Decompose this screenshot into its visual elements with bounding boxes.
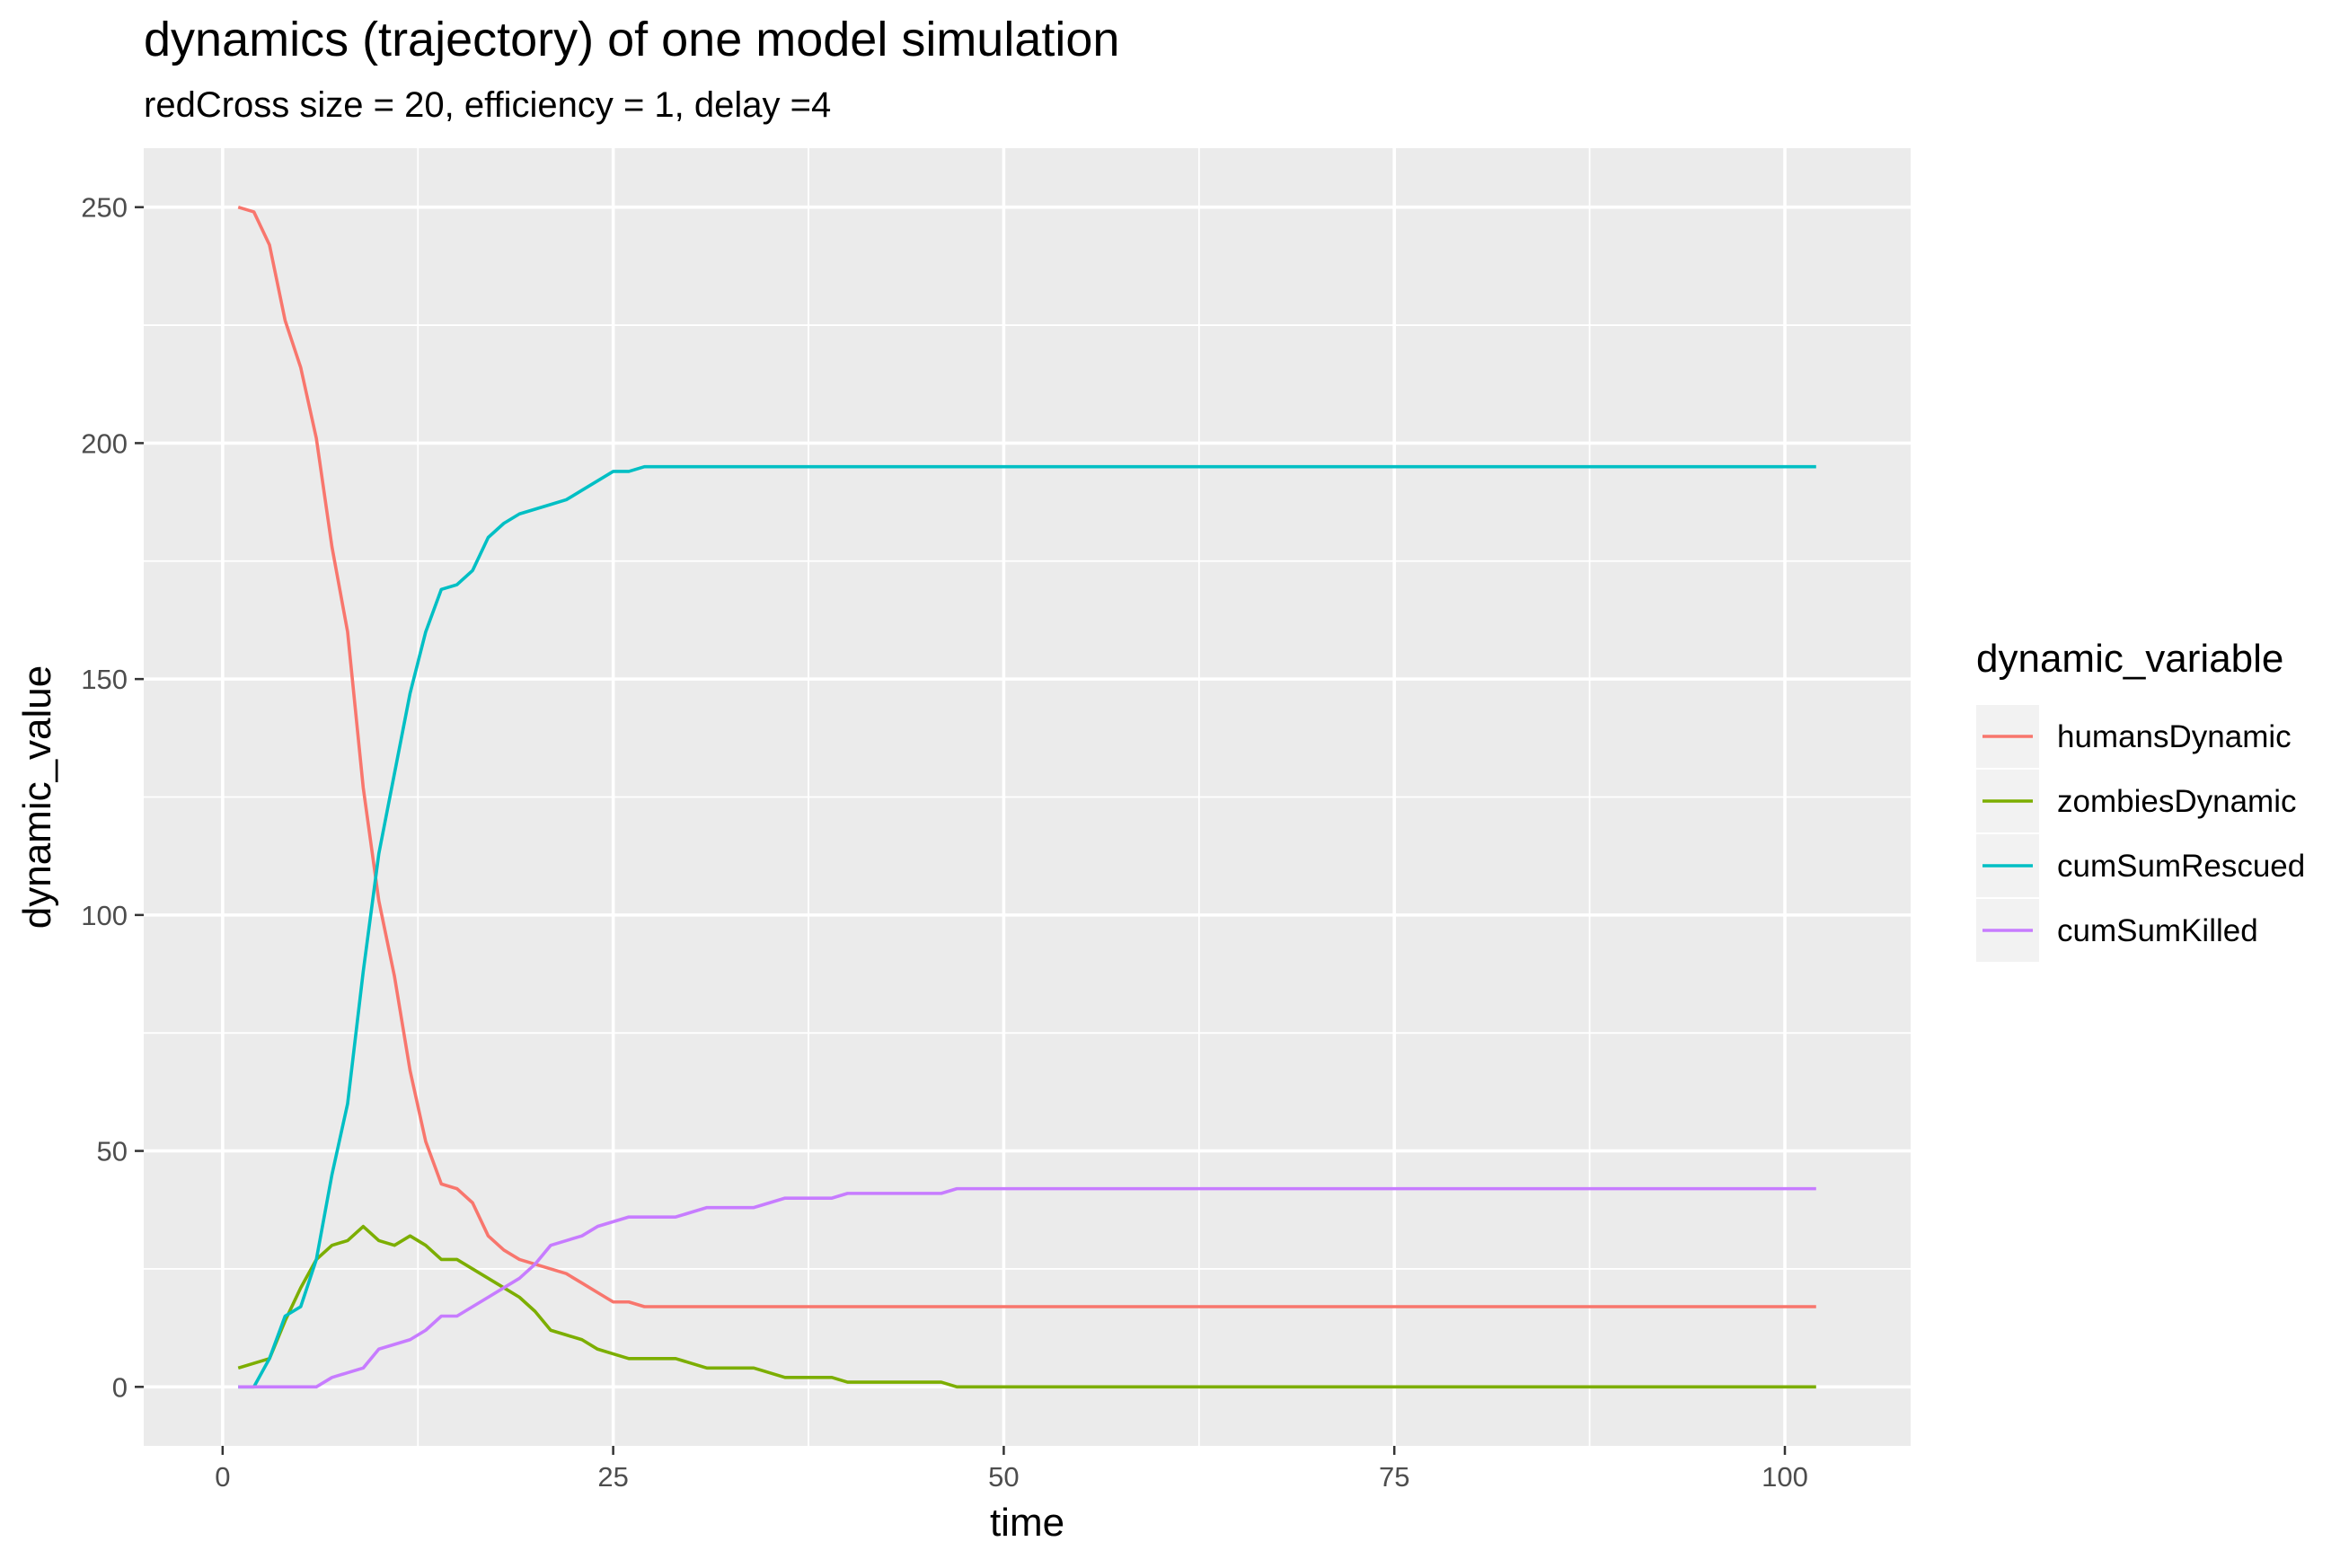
x-tick-label: 25 <box>597 1461 628 1493</box>
y-tick-label: 50 <box>97 1136 128 1167</box>
series-line-cumSumRescued <box>238 464 1816 1389</box>
chart-title: dynamics (trajectory) of one model simul… <box>144 13 1119 66</box>
y-axis-title: dynamic_value <box>15 665 59 929</box>
series-line-zombiesDynamic <box>237 1224 1816 1389</box>
legend-label: humansDynamic <box>2057 719 2292 754</box>
legend-items: humansDynamic zombiesDynamic cumSumRescued… <box>1976 705 2305 962</box>
x-tick-label: 0 <box>215 1461 230 1493</box>
legend-label: cumSumKilled <box>2057 913 2258 948</box>
series-line-humansDynamic <box>237 205 1816 1308</box>
y-tick-label: 200 <box>81 427 128 459</box>
y-axis: 0 50 100 150 200 250 <box>81 192 144 1403</box>
legend-label: cumSumRescued <box>2057 849 2305 884</box>
y-tick-label: 100 <box>81 900 128 931</box>
y-tick-label: 150 <box>81 664 128 695</box>
minor-gridlines <box>144 148 1911 1446</box>
chart-subtitle: redCross size = 20, efficiency = 1, dela… <box>144 85 831 125</box>
y-tick-label: 250 <box>81 192 128 224</box>
series-layer <box>237 205 1816 1389</box>
series-line-cumSumKilled <box>238 1186 1816 1389</box>
legend: dynamic_variable humansDynamic zombiesDyn… <box>1976 637 2305 962</box>
y-tick-label: 0 <box>112 1371 128 1403</box>
x-axis-title: time <box>990 1501 1064 1545</box>
legend-label: zombiesDynamic <box>2057 784 2296 819</box>
x-tick-label: 75 <box>1379 1461 1409 1493</box>
x-axis: 0 25 50 75 100 <box>215 1446 1808 1493</box>
x-tick-label: 100 <box>1762 1461 1808 1493</box>
x-tick-label: 50 <box>988 1461 1019 1493</box>
legend-title: dynamic_variable <box>1976 637 2283 681</box>
